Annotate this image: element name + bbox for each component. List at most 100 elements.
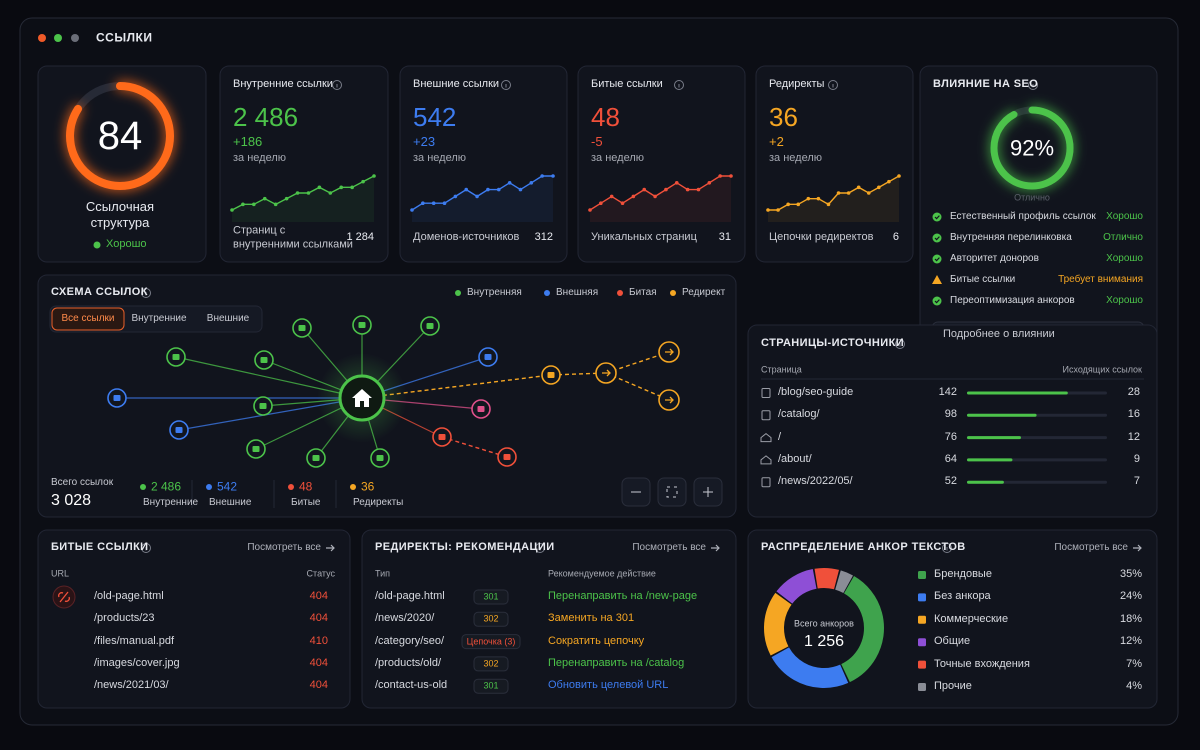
legend-dot — [544, 290, 550, 296]
redirect-code: 302 — [483, 658, 499, 669]
source-links: 16 — [1127, 408, 1140, 421]
metric-period: за неделю — [769, 152, 823, 165]
sparkline-point — [696, 187, 701, 192]
card — [399, 65, 568, 263]
sparkline-area — [412, 176, 553, 222]
anchor-name: Без анкора — [934, 590, 991, 603]
tab[interactable]: Все ссылки — [61, 312, 115, 324]
page-icon — [761, 477, 771, 488]
broken-status: 404 — [309, 657, 328, 670]
source-page: /news/2022/05/ — [778, 475, 853, 488]
legend-swatch — [918, 683, 926, 691]
sparkline-point — [729, 174, 733, 178]
metric-delta: +23 — [413, 133, 436, 149]
view-all[interactable]: Посмотреть все — [247, 541, 321, 553]
sparkline-point — [328, 191, 333, 195]
sparkline-point — [685, 187, 690, 192]
node-icon — [376, 455, 384, 461]
seo-score: 92% — [1009, 135, 1055, 161]
sparkline-point — [262, 196, 267, 201]
metric-foot-value: 1 284 — [346, 231, 374, 244]
view-all[interactable]: Посмотреть все — [1054, 541, 1128, 553]
donut-label: Всего анкоров — [794, 618, 854, 629]
check-icon — [934, 215, 940, 220]
info-icon — [141, 288, 151, 298]
sparkline — [411, 175, 553, 211]
node-icon — [259, 403, 267, 409]
tab-active[interactable] — [51, 307, 125, 331]
sparkline-point — [866, 191, 871, 195]
sparkline-point — [372, 174, 376, 178]
redirect-action: Сократить цепочку — [548, 634, 645, 647]
sparkline-point — [642, 187, 647, 192]
schema-title: СХЕМА ССЫЛОК — [51, 286, 148, 299]
sparkline-point — [718, 174, 722, 178]
node-arrow — [665, 348, 674, 356]
metric-title: Внешние ссылки — [413, 78, 500, 91]
card — [219, 65, 389, 263]
stat-label: Внешние — [209, 496, 252, 508]
tab[interactable]: Внутренние — [131, 312, 187, 324]
metric-foot-label: Страниц с внутренними ссылками — [233, 224, 353, 250]
total-label: Всего ссылок — [51, 476, 114, 488]
seo-item-label: Переоптимизация анкоров — [950, 294, 1075, 306]
sparkline-point — [806, 196, 811, 201]
sparkline-point — [551, 174, 555, 178]
donut-segment — [764, 568, 884, 688]
sparkline-point — [339, 185, 344, 190]
seo-item-status: Требует внимания — [1058, 273, 1143, 285]
column-header: Исходящих ссылок — [1062, 364, 1143, 375]
zoom-icon — [666, 486, 678, 498]
sparkline-point — [529, 181, 534, 185]
broken-url: /products/23 — [94, 612, 155, 625]
score-status: Хорошо — [106, 238, 147, 251]
sparkline-point — [486, 187, 490, 192]
warn-icon — [932, 275, 942, 284]
sparkline-point — [421, 201, 425, 205]
sparkline-point — [431, 201, 436, 205]
stat-dot — [140, 484, 146, 490]
sparkline-point — [826, 202, 831, 207]
check-icon — [934, 299, 940, 304]
metric-foot-label: Цепочки редиректов — [769, 231, 874, 244]
redirect-code: 301 — [483, 680, 499, 691]
card — [361, 529, 737, 709]
broken-status: 404 — [309, 590, 328, 603]
page-icon — [761, 410, 771, 421]
view-all[interactable]: Посмотреть все — [632, 541, 706, 553]
sparkline-point — [887, 179, 891, 184]
sparkline-point — [877, 185, 881, 190]
sparkline-point — [464, 187, 469, 192]
home-icon — [760, 432, 772, 443]
metric-foot-value: 31 — [718, 231, 731, 244]
legend-dot — [617, 290, 623, 296]
metric-period: за неделю — [413, 152, 467, 165]
metric-title: Редиректы — [769, 78, 825, 91]
broken-url: /files/manual.pdf — [94, 634, 175, 647]
tab[interactable]: Внешние — [206, 312, 250, 324]
graph-edge — [441, 436, 508, 458]
redirect-action: Заменить на 301 — [548, 612, 635, 625]
metric-period: за неделю — [591, 152, 645, 165]
node-icon — [175, 427, 183, 433]
bar — [967, 413, 1037, 417]
sparkline-point — [674, 181, 679, 185]
source-links: 28 — [1127, 386, 1140, 399]
source-page: /catalog/ — [778, 408, 820, 421]
stat-value: 48 — [299, 479, 313, 494]
seo-button-label[interactable]: Подробнее о влиянии — [943, 328, 1055, 341]
total-value: 3 028 — [51, 492, 92, 509]
anchor-name: Брендовые — [934, 568, 992, 581]
broken-url: /old-page.html — [94, 590, 164, 603]
code-badge — [473, 611, 509, 627]
page-icon — [761, 388, 771, 398]
check-icon — [932, 254, 942, 264]
window-dot — [54, 34, 62, 42]
stat-label: Внутренние — [143, 496, 199, 508]
stat-dot — [350, 484, 356, 490]
zoom-button[interactable] — [657, 477, 687, 507]
metric-value: 48 — [591, 101, 620, 132]
metric-delta: -5 — [591, 133, 603, 149]
sparkline-point — [836, 191, 841, 195]
